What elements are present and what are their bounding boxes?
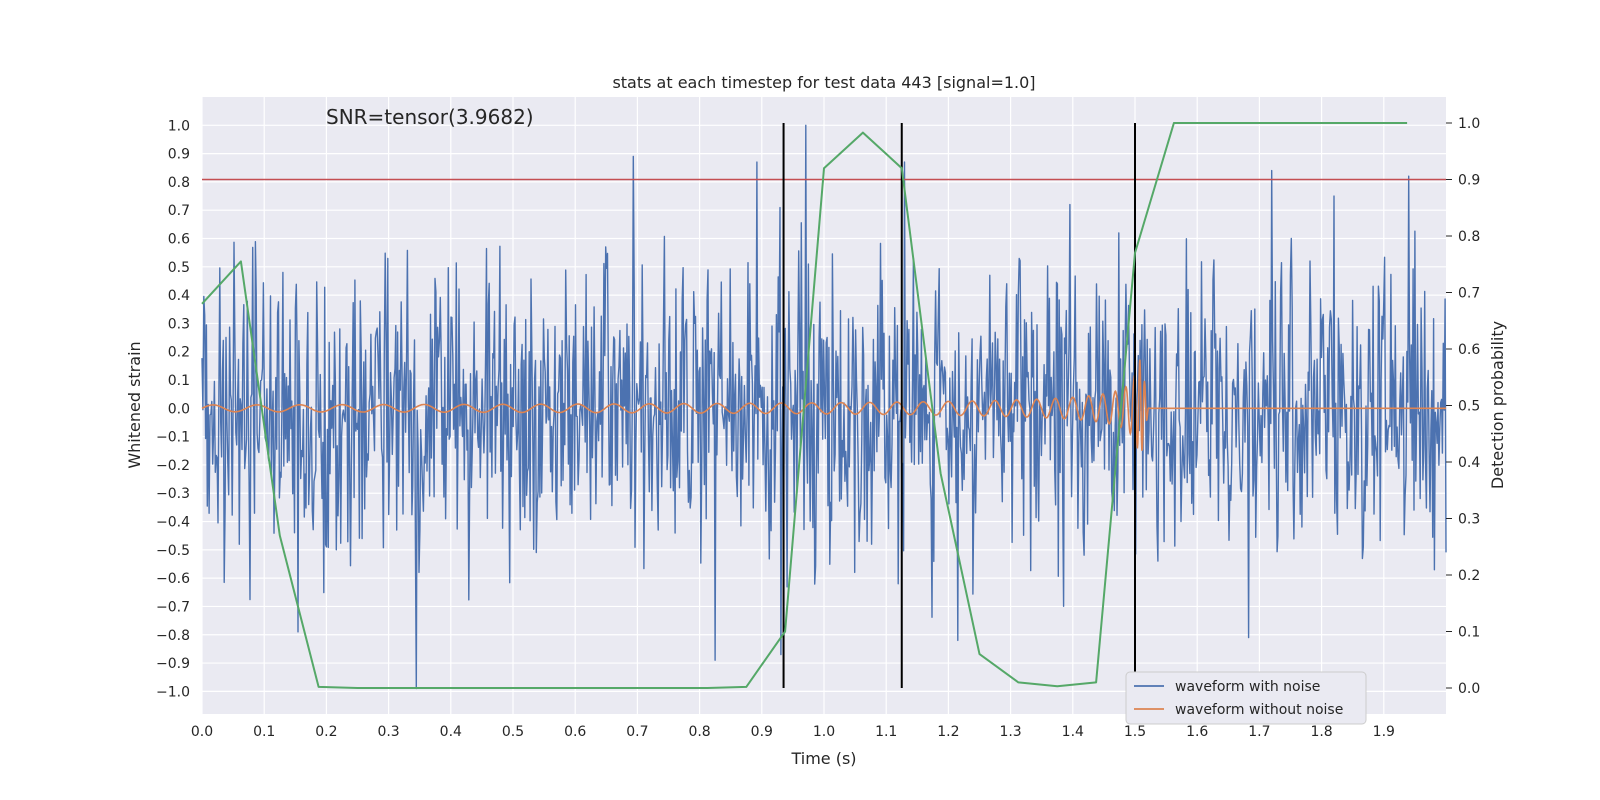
x-tick-label: 1.0 (813, 724, 835, 740)
x-tick-label: 1.2 (937, 724, 959, 740)
y2-tick-label: 0.2 (1458, 568, 1480, 584)
x-tick-label: 0.5 (502, 724, 524, 740)
x-tick-label: 1.4 (1062, 724, 1084, 740)
y-tick-label: −1.0 (156, 684, 190, 700)
snr-annotation: SNR=tensor(3.9682) (326, 105, 534, 129)
x-axis-title: Time (s) (790, 749, 856, 768)
x-tick-label: 0.1 (253, 724, 275, 740)
legend-label-clean: waveform without noise (1175, 702, 1343, 718)
y-tick-label: 0.1 (168, 373, 190, 389)
legend: waveform with noise waveform without noi… (1125, 671, 1367, 725)
series-waveform-without-noise (201, 359, 1446, 451)
y-tick-label: 0.7 (168, 203, 190, 219)
legend-box (1125, 671, 1367, 725)
x-tick-label: 0.8 (688, 724, 710, 740)
y2-tick-label: 0.0 (1458, 681, 1480, 697)
x-tick-label: 0.9 (751, 724, 773, 740)
y2-tick-label: 0.4 (1458, 455, 1480, 471)
y-tick-label: −0.1 (156, 430, 190, 446)
x-tick-label: 1.3 (999, 724, 1021, 740)
y2-tick-label: 0.3 (1458, 512, 1480, 528)
x-tick-label: 1.8 (1310, 724, 1332, 740)
x-tick-label: 0.0 (191, 724, 213, 740)
y-tick-label: 0.3 (168, 316, 190, 332)
y2-axis-title: Detection probability (1488, 321, 1507, 489)
legend-label-noise: waveform with noise (1175, 679, 1320, 695)
y-tick-label: 0.4 (168, 288, 190, 304)
y-tick-label: −0.6 (156, 571, 190, 587)
y-tick-label: −0.7 (156, 599, 190, 615)
x-tick-label: 0.3 (377, 724, 399, 740)
y-tick-label: 0.0 (168, 401, 190, 417)
y-tick-label: −0.3 (156, 486, 190, 502)
y2-tick-label: 0.8 (1458, 229, 1480, 245)
y2-tick-label: 0.1 (1458, 625, 1480, 641)
axes-layer: 0.0 0.1 0.2 0.3 0.4 0.5 0.6 0.7 0.8 0.9 1.0 1.1 1.2 1… (156, 116, 1480, 740)
x-tick-label: 0.7 (626, 724, 648, 740)
y-tick-label: 0.9 (168, 147, 190, 163)
y-tick-label: 0.2 (168, 345, 190, 361)
y2-tick-label: 0.6 (1458, 342, 1480, 358)
y-tick-label: 1.0 (168, 118, 190, 134)
y2-tick-label: 0.5 (1458, 399, 1480, 415)
series-layer (201, 124, 1447, 690)
x-tick-label: 0.4 (440, 724, 462, 740)
series-detection-probability (201, 122, 1408, 689)
y-tick-label: −0.8 (156, 628, 190, 644)
x-tick-label: 1.5 (1124, 724, 1146, 740)
y-tick-label: 0.8 (168, 175, 190, 191)
y-tick-label: −0.5 (156, 543, 190, 559)
chart-title: stats at each timestep for test data 443… (612, 73, 1035, 92)
x-tick-label: 1.1 (875, 724, 897, 740)
x-tick-label: 0.2 (315, 724, 337, 740)
y-tick-label: 0.6 (168, 232, 190, 248)
x-tick-label: 1.7 (1248, 724, 1270, 740)
x-tick-label: 1.9 (1373, 724, 1395, 740)
y2-tick-label: 0.9 (1458, 172, 1480, 188)
x-tick-label: 1.6 (1186, 724, 1208, 740)
overlay-layer (201, 122, 1446, 689)
y-tick-label: −0.2 (156, 458, 190, 474)
y-tick-label: −0.4 (156, 515, 190, 531)
y2-tick-label: 1.0 (1458, 116, 1480, 132)
y-tick-label: −0.9 (156, 656, 190, 672)
x-tick-label: 0.6 (564, 724, 586, 740)
y2-tick-label: 0.7 (1458, 285, 1480, 301)
y-tick-label: 0.5 (168, 260, 190, 276)
y-axis-title: Whitened strain (125, 341, 144, 468)
